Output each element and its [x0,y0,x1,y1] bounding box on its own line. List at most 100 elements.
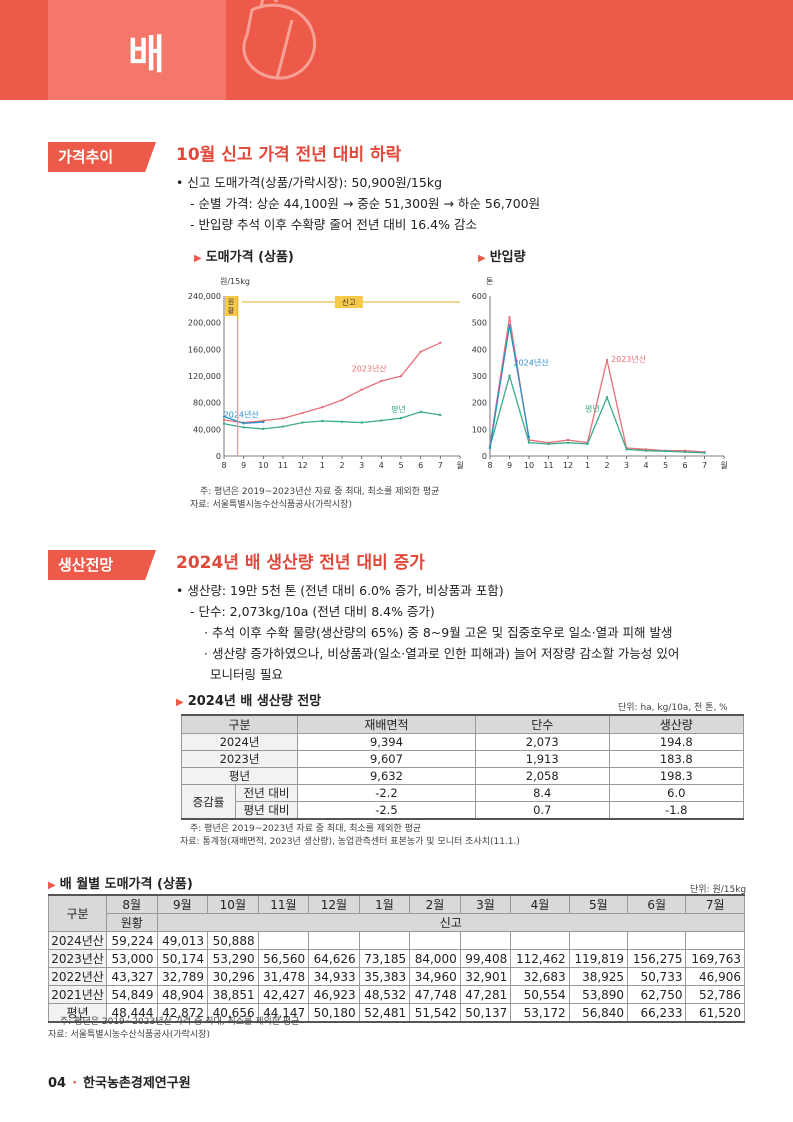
table-header: 구분 [48,894,107,932]
chart-source: 자료: 서울특별시농수산식품공사(가락시장) [190,500,352,510]
bullet-text: - 반입량 추석 이후 수확량 줄어 전년 대비 16.4% 감소 [190,217,477,232]
data-point [321,406,324,409]
x-tick-label: 5 [663,461,668,470]
y-tick-label: 200,000 [188,319,221,328]
data-point [547,442,550,446]
x-tick-label: 7 [702,461,707,470]
data-point [508,374,511,378]
bullet-text: • 신고 도매가격(상품/가락시장): 50,900원/15kg [176,175,442,190]
data-point [508,316,511,319]
series-label: 평년 [391,404,406,414]
x-tick-label: 11 [543,461,553,470]
y-tick-label: 40,000 [193,425,221,434]
data-point [262,427,265,431]
data-point [566,438,570,442]
x-tick-label: 6 [418,461,423,470]
y-tick-label: 0 [216,452,221,461]
singo-box [334,296,363,308]
table-header: 구분 [181,714,298,734]
production-table-title: ▶ 2024년 배 생산량 전망 [176,694,322,709]
section-title-production: 2024년 배 생산량 전년 대비 증가 [176,553,425,573]
table-row: 2023년산 53,000 50,174 53,290 56,560 64,626 73,1… [48,949,745,968]
data-point [222,422,226,425]
bullet-text: • 생산량: 19만 5천 톤 (전년 대비 6.0% 증가, 비상품과 포함) [176,583,504,598]
x-tick-label: 8 [221,461,226,470]
data-point [419,410,422,414]
wonhwang-label: 황 [228,306,235,315]
wonhwang-label: 원 [228,297,234,306]
table-note: 주: 평년은 2019~2023년 자료 중 최대, 최소를 제외한 평균 [190,824,422,834]
data-point [625,448,628,451]
x-tick-label: 2 [604,461,609,470]
y-tick-label: 0 [482,452,487,461]
x-tick-label: 월 [456,460,463,470]
x-tick-label: 5 [398,461,403,470]
bullet-text: · 생산량 증가하였으나, 비상품과(일소·열과로 인한 피해과) 늘어 저장량… [204,646,680,661]
monthly-table-title: ▶ 배 월별 도매가격 (상품) [48,877,193,892]
section-badge-production: 생산전망 [48,550,156,580]
data-point [380,379,383,383]
data-point [360,388,363,391]
page-footer: 04 · 한국농촌경제연구원 [48,1076,191,1091]
x-tick-label: 3 [624,461,629,470]
x-tick-label: 9 [241,461,246,470]
y-tick-label: 200 [472,399,487,408]
data-point [321,419,324,423]
singo-label: 신고 [342,298,356,307]
series-line-평년 [489,373,705,454]
bullet-text: - 순별 가격: 상순 44,100원 → 중순 51,300원 → 하순 56… [190,196,541,211]
x-tick-label: 월 [720,460,727,470]
price-chart: 원/15kg 0 40,000 80,000 120,000 160,000 200,000… [188,277,464,470]
x-tick-label: 1 [585,461,590,470]
x-tick-label: 2 [339,461,344,470]
production-table: 구분 재배면적 단수 생산량 2024년 9,394 2,073 194.8 2… [181,714,745,820]
table-row: 평년 대비 -2.5 0.7 -1.8 [182,801,745,820]
y-tick-label: 300 [472,372,487,381]
y-tick-label: 80,000 [193,399,221,408]
bullet-text: · 추석 이후 수확 물량(생산량의 65%) 중 8~9월 고온 및 집중호우… [204,625,673,640]
chart-title-volume: ▶ 반입량 [478,250,526,265]
y-axis-unit: 원/15kg [220,277,250,286]
x-tick-label: 3 [359,461,364,470]
chart-note: 주: 평년은 2019~2023년산 자료 중 최대, 최소를 제외한 평균 [200,487,440,497]
data-point [340,420,344,423]
x-tick-label: 9 [507,461,512,470]
data-point [419,350,422,353]
x-tick-label: 1 [320,461,325,470]
monthly-price-table: 구분 8월 9월 10월 11월 12월 1월 2월 3월 4월 5월 6월 7… [48,894,746,1023]
data-point [222,415,226,418]
table-header: 재배면적 [297,714,476,734]
data-point [262,420,265,424]
data-point [703,451,706,454]
table-row: 2023년 9,607 1,913 183.8 [181,750,745,768]
x-tick-label: 10 [258,461,268,470]
series-label: 2024년산 [224,409,260,419]
x-tick-label: 12 [298,461,308,470]
series-label: 2023년산 [611,354,647,364]
table-row: 증감률 전년 대비 -2.2 8.4 6.0 [181,784,745,820]
production-table-unit: 단위: ha, kg/10a, 천 톤, % [618,703,728,713]
section-title-price: 10월 신고 가격 전년 대비 하락 [176,145,402,165]
y-tick-label: 240,000 [188,292,221,301]
x-tick-label: 6 [682,461,687,470]
page-title: 배 [128,32,165,78]
table-row: 평년 48,444 42,872 40,656 44,147 50,180 52,481 51… [48,1003,745,1023]
data-point [301,411,304,415]
data-point [281,425,285,428]
header-tab [48,0,226,100]
data-point [527,441,531,444]
data-point [527,436,531,439]
table-header: 단수 [474,714,610,734]
data-point [605,358,609,362]
series-line-2023년산 [489,317,705,453]
x-tick-label: 4 [379,461,384,470]
table-row: 2021년산 54,849 48,904 38,851 42,427 46,923 48,5… [48,985,745,1004]
x-tick-label: 4 [643,461,648,470]
data-point [605,396,609,399]
data-point [586,442,589,446]
data-point [399,374,403,378]
data-point [399,416,403,420]
data-point [566,441,570,444]
y-tick-label: 160,000 [188,345,221,354]
